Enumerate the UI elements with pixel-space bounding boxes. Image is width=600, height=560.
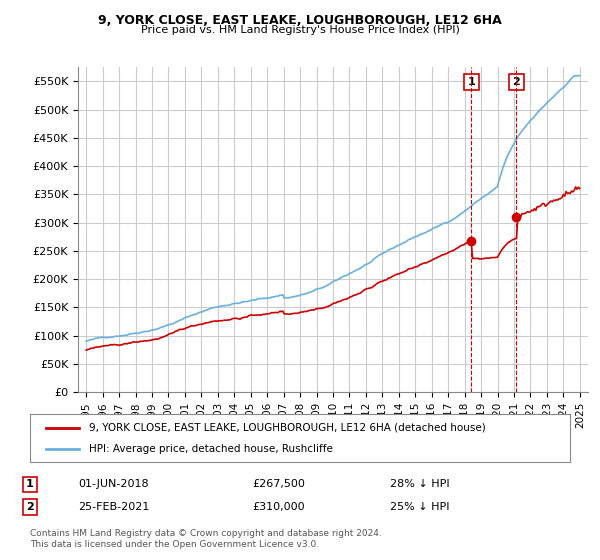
Text: £267,500: £267,500 bbox=[252, 479, 305, 489]
Text: 1: 1 bbox=[467, 77, 475, 87]
Text: 2: 2 bbox=[512, 77, 520, 87]
Text: £310,000: £310,000 bbox=[252, 502, 305, 512]
Text: 28% ↓ HPI: 28% ↓ HPI bbox=[390, 479, 449, 489]
Text: 25-FEB-2021: 25-FEB-2021 bbox=[78, 502, 149, 512]
Text: HPI: Average price, detached house, Rushcliffe: HPI: Average price, detached house, Rush… bbox=[89, 444, 333, 454]
Text: 25% ↓ HPI: 25% ↓ HPI bbox=[390, 502, 449, 512]
Text: Contains HM Land Registry data © Crown copyright and database right 2024.
This d: Contains HM Land Registry data © Crown c… bbox=[30, 529, 382, 549]
Text: 9, YORK CLOSE, EAST LEAKE, LOUGHBOROUGH, LE12 6HA (detached house): 9, YORK CLOSE, EAST LEAKE, LOUGHBOROUGH,… bbox=[89, 423, 486, 433]
Text: Price paid vs. HM Land Registry's House Price Index (HPI): Price paid vs. HM Land Registry's House … bbox=[140, 25, 460, 35]
Text: 01-JUN-2018: 01-JUN-2018 bbox=[78, 479, 149, 489]
Text: 9, YORK CLOSE, EAST LEAKE, LOUGHBOROUGH, LE12 6HA: 9, YORK CLOSE, EAST LEAKE, LOUGHBOROUGH,… bbox=[98, 14, 502, 27]
Text: 1: 1 bbox=[26, 479, 34, 489]
Text: 2: 2 bbox=[26, 502, 34, 512]
